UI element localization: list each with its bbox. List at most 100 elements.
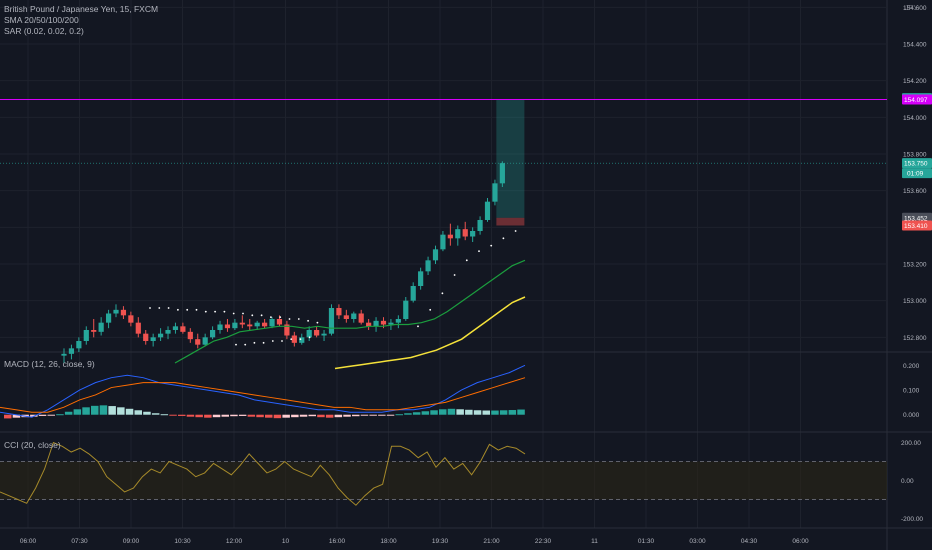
sar-dot [465, 259, 468, 262]
sar-dot [307, 319, 309, 322]
price-tick-label: 152.800 [903, 335, 927, 342]
sar-dot [260, 314, 263, 317]
macd-histogram-bar [465, 409, 473, 415]
level-gray-label-bg [902, 212, 932, 223]
macd-histogram-bar [12, 414, 21, 418]
macd-legend: MACD (12, 26, close, 9) [4, 359, 95, 369]
macd-tick-label: 0.100 [903, 388, 920, 395]
macd-histogram-bar [160, 414, 169, 416]
time-tick-label: 16:00 [329, 538, 346, 545]
macd-histogram-bar [4, 414, 12, 419]
sar-dot [290, 338, 293, 341]
candle-body [499, 163, 505, 184]
time-tick-label: 10 [282, 538, 290, 545]
candle-body [418, 271, 424, 286]
candle-body [187, 331, 193, 340]
resistance-label-bg [902, 94, 932, 105]
candle-body [217, 324, 223, 330]
sar-dot [299, 338, 302, 341]
candle-body [113, 309, 119, 314]
candle-body [120, 309, 127, 316]
macd-histogram-bar [517, 409, 525, 415]
candle-body [432, 249, 439, 261]
time-tick-label: 11 [591, 538, 598, 545]
candle-body [195, 339, 201, 345]
macd-histogram-bar [230, 414, 238, 417]
candle-body [470, 231, 476, 237]
macd-histogram-bar [117, 407, 125, 415]
macd-histogram-bar [447, 408, 456, 415]
sar-dot [195, 308, 198, 311]
signal-line [0, 377, 526, 413]
sar-dot [429, 308, 432, 311]
macd-histogram-bar [108, 406, 116, 415]
sar-dot [186, 308, 189, 311]
candle-body [358, 313, 364, 323]
sar-dot [167, 307, 170, 309]
candle-body [83, 330, 89, 341]
price-tick-label: 154.200 [903, 78, 927, 85]
sar-dot [281, 340, 283, 342]
macd-histogram-bar [125, 408, 134, 415]
price-tick-label: 154.600 [903, 5, 927, 12]
sar-dot [242, 312, 244, 315]
candle-body [380, 320, 387, 325]
macd-histogram-bar [317, 414, 325, 418]
macd-histogram-bar [499, 410, 508, 415]
time-tick-label: 18:00 [380, 538, 397, 545]
candle-body [143, 333, 149, 341]
macd-histogram-bar [82, 407, 90, 415]
candle-body [336, 308, 342, 316]
macd-histogram-bar [404, 413, 412, 415]
candle-body [276, 319, 283, 325]
candle-body [291, 335, 297, 343]
macd-histogram-bar [334, 414, 343, 418]
candle-body [373, 320, 379, 327]
time-tick-label: 06:00 [20, 538, 37, 545]
candle-body [68, 348, 75, 354]
time-tick-label: 10:30 [174, 538, 191, 545]
candle-body [98, 322, 104, 332]
macd-histogram-bar [421, 411, 430, 415]
price-tick-label: 154.000 [903, 115, 927, 122]
time-tick-label: 22:30 [535, 538, 552, 545]
main-legend: British Pound / Japanese Yen, 15, FXCM S… [4, 4, 158, 37]
macd-histogram-bar [343, 414, 351, 417]
candle-body [477, 220, 483, 231]
sar-dot [288, 318, 291, 320]
macd-histogram-bar [169, 414, 177, 416]
candle-body [314, 330, 320, 336]
macd-histogram-bar [238, 414, 247, 416]
candle-body [462, 229, 468, 237]
macd-tick-label: 0.200 [903, 363, 920, 370]
candle-body [440, 234, 446, 250]
sar-dot [270, 316, 272, 319]
sar-dot [271, 340, 274, 342]
macd-histogram-bar [73, 409, 82, 415]
sar-dot [251, 314, 254, 317]
sar-dot [214, 310, 217, 313]
sar-dot [223, 310, 226, 313]
macd-histogram-bar [352, 414, 360, 417]
level-red-label: 153.410 [904, 223, 928, 230]
macd-histogram-bar [186, 414, 195, 417]
macd-histogram-bar [195, 414, 203, 418]
candle-body [455, 229, 461, 239]
candle-body [299, 337, 305, 343]
macd-histogram-bar [386, 414, 395, 416]
macd-histogram-bar [47, 414, 55, 416]
candle-body [351, 313, 357, 319]
macd-histogram-bar [430, 410, 438, 415]
sar-dot [177, 308, 179, 311]
candle-body [262, 322, 268, 327]
time-tick-label: 21:00 [483, 538, 500, 545]
sar-dot [158, 307, 161, 309]
sar-dot [417, 325, 419, 328]
level-gray-label: 153.452 [904, 215, 928, 222]
macd-histogram-bar [134, 410, 142, 415]
macd-histogram-bar [482, 410, 490, 415]
candle-body [61, 353, 67, 356]
current-price-label: 153.750 [904, 161, 928, 168]
macd-tick-label: 0.000 [903, 412, 920, 419]
